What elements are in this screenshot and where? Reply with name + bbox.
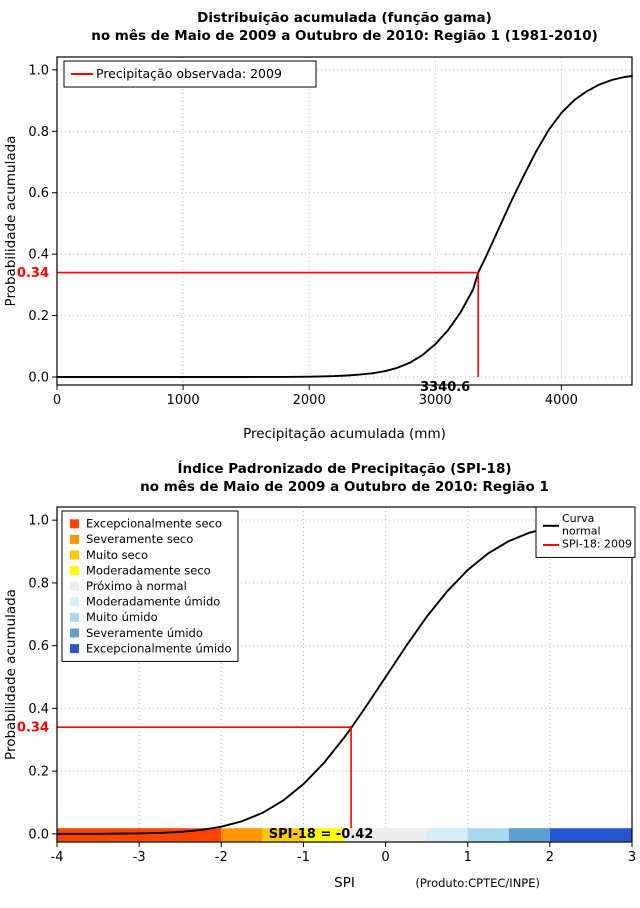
legend-label: Próximo à normal bbox=[86, 579, 187, 593]
spi-category-bar bbox=[57, 828, 632, 842]
spi-bar-segment bbox=[262, 828, 304, 842]
plot-border bbox=[56, 506, 633, 843]
reference-y-label: 0.34 bbox=[17, 721, 49, 736]
legend-label: SPI-18: 2009 bbox=[562, 537, 632, 550]
legend-label: Severamente seco bbox=[86, 532, 193, 546]
x-tick-label: 1000 bbox=[167, 393, 200, 408]
gamma-cdf-figure: Distribuição acumulada (função gama) no m… bbox=[3, 10, 633, 442]
chart-title-line1: Distribuição acumulada (função gama) bbox=[197, 10, 492, 26]
axis-ticks bbox=[52, 69, 562, 390]
x-tick-label: 4000 bbox=[545, 393, 578, 408]
chart-title-line2: no mês de Maio de 2009 a Outubro de 2010… bbox=[140, 479, 549, 495]
legend-color-swatch bbox=[70, 581, 79, 591]
legend-color-swatch bbox=[70, 628, 79, 638]
spi-bar-segment bbox=[303, 828, 345, 842]
spi-bar-segment bbox=[508, 828, 550, 842]
x-tick-label: 2000 bbox=[293, 393, 326, 408]
legend-label: Moderadamente seco bbox=[86, 563, 211, 577]
legend-box bbox=[535, 506, 636, 558]
legend-color-swatch bbox=[70, 519, 79, 529]
x-tick-label: -1 bbox=[297, 850, 310, 865]
reference-lines bbox=[57, 726, 352, 829]
x-tick-label: 3 bbox=[628, 850, 636, 865]
legend-label: Curva bbox=[562, 512, 594, 525]
legend-label: Excepcionalmente úmido bbox=[86, 641, 231, 655]
spi-cdf-figure: Índice Padronizado de Precipitação (SPI-… bbox=[0, 459, 640, 908]
spi-bar-segment bbox=[467, 828, 509, 842]
legend-color-swatch bbox=[70, 597, 79, 607]
y-tick-label: 0.6 bbox=[28, 186, 49, 201]
y-tick-label: 0.4 bbox=[28, 702, 49, 717]
y-tick-label: 0.4 bbox=[28, 248, 49, 263]
y-tick-label: 0.6 bbox=[28, 639, 49, 654]
legend-color-swatch bbox=[70, 534, 79, 544]
gamma-cdf-chart: Distribuição acumulada (função gama) no m… bbox=[3, 10, 633, 442]
x-tick-label: 3000 bbox=[419, 393, 452, 408]
legend-color-swatch bbox=[70, 566, 79, 576]
footnote: (Produto:CPTEC/INPE) bbox=[415, 876, 540, 890]
x-tick-label: 1 bbox=[464, 850, 472, 865]
cdf-curve bbox=[56, 75, 633, 378]
axis-ticks bbox=[52, 519, 633, 847]
legend-color-swatch bbox=[70, 644, 79, 654]
y-tick-label: 1.0 bbox=[28, 63, 49, 78]
reference-lines bbox=[57, 271, 480, 378]
legend-label: normal bbox=[562, 525, 601, 538]
legend-label: Precipitação observada: 2009 bbox=[96, 66, 282, 81]
legend-box bbox=[61, 510, 239, 662]
spi-bar-segment bbox=[221, 828, 263, 842]
legend-box bbox=[63, 60, 317, 88]
reference-y-label: 0.34 bbox=[17, 266, 49, 281]
x-axis-title: SPI bbox=[334, 875, 355, 891]
x-axis-title: Precipitação acumulada (mm) bbox=[243, 426, 446, 442]
reference-x-label: 3340.6 bbox=[420, 380, 470, 395]
y-tick-label: 0.2 bbox=[28, 765, 49, 780]
y-tick-label: 0.2 bbox=[28, 309, 49, 324]
spi-bar-segment bbox=[549, 828, 632, 842]
grid-lines bbox=[56, 57, 632, 385]
spi-cdf-chart: Índice Padronizado de Precipitação (SPI-… bbox=[3, 460, 636, 891]
y-axis-title: Probabilidade acumulada bbox=[3, 136, 19, 307]
y-tick-label: 0.8 bbox=[28, 125, 49, 140]
y-axis-title: Probabilidade acumulada bbox=[3, 589, 19, 760]
x-tick-label: -2 bbox=[215, 850, 228, 865]
x-tick-label: 2 bbox=[546, 850, 554, 865]
y-tick-label: 0.0 bbox=[28, 827, 49, 842]
spi-bar-segment bbox=[426, 828, 468, 842]
legend-label: Excepcionalmente seco bbox=[86, 517, 222, 531]
legend-color-swatch bbox=[70, 550, 79, 560]
chart-title-line2: no mês de Maio de 2009 a Outubro de 2010… bbox=[91, 28, 598, 44]
spi-value-label: SPI-18 = -0.42 bbox=[269, 827, 374, 842]
chart-title-line1: Índice Padronizado de Precipitação (SPI-… bbox=[177, 460, 511, 477]
y-tick-label: 0.8 bbox=[28, 576, 49, 591]
plot-border bbox=[56, 56, 633, 386]
x-tick-label: 0 bbox=[381, 850, 389, 865]
legend-label: Muito seco bbox=[86, 548, 148, 562]
legend-label: Moderadamente úmido bbox=[86, 595, 220, 609]
y-tick-label: 0.0 bbox=[28, 371, 49, 386]
y-tick-label: 1.0 bbox=[28, 514, 49, 529]
spi-bar-segment bbox=[344, 828, 427, 842]
x-tick-label: 0 bbox=[53, 393, 61, 408]
legend-color-swatch bbox=[70, 612, 79, 622]
legend-label: Severamente úmido bbox=[86, 626, 203, 640]
legend-label: Muito úmido bbox=[86, 610, 158, 624]
legend-top-left: Precipitação observada: 2009 bbox=[63, 60, 317, 88]
x-tick-label: -4 bbox=[51, 850, 64, 865]
x-tick-label: -3 bbox=[133, 850, 146, 865]
